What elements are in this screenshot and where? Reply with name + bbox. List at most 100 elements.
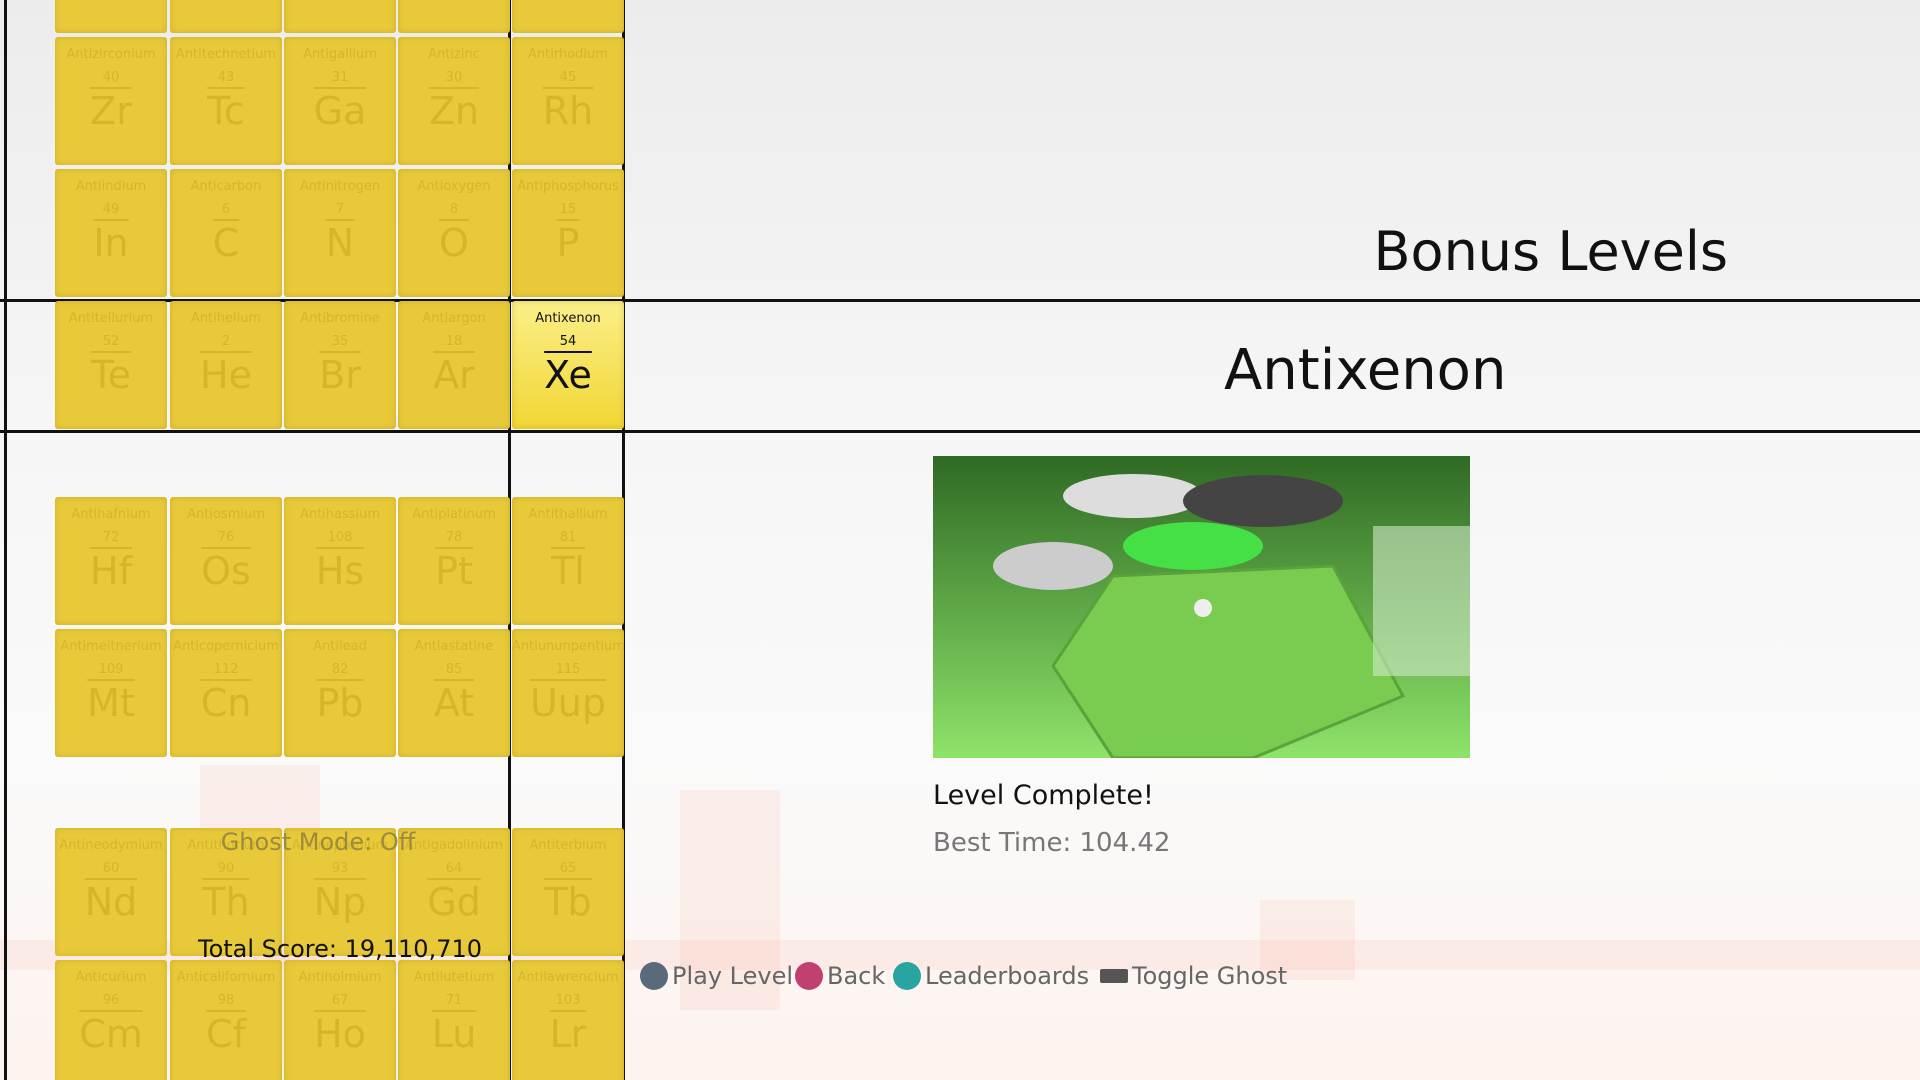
element-symbol: O bbox=[439, 221, 469, 265]
control-hint[interactable]: Toggle Ghost bbox=[1100, 962, 1287, 990]
level-status: Level Complete! bbox=[933, 780, 1154, 811]
element-symbol: Lu bbox=[431, 1012, 477, 1056]
element-symbol: Gd bbox=[427, 880, 481, 924]
element-tile[interactable]: Antigallium 31 Ga bbox=[284, 37, 396, 165]
element-tile[interactable]: Antihelium 2 He bbox=[170, 301, 282, 429]
element-name: Antizirconium bbox=[66, 47, 156, 62]
element-tile[interactable]: Antithallium 81 Tl bbox=[512, 497, 624, 625]
element-tile[interactable]: Anticurium 96 Cm bbox=[55, 960, 167, 1080]
element-number: 7 bbox=[335, 202, 345, 217]
element-tile[interactable]: Antihassium 108 Hs bbox=[284, 497, 396, 625]
divider bbox=[0, 299, 1920, 302]
element-number: 71 bbox=[445, 993, 463, 1008]
element-tile[interactable]: Antixenon 54 Xe bbox=[512, 301, 624, 429]
element-number: 93 bbox=[331, 861, 349, 876]
menu-title: Bonus Levels bbox=[1373, 220, 1728, 283]
element-name: Antiplatinum bbox=[412, 507, 496, 522]
element-number: 35 bbox=[331, 334, 349, 349]
element-tile[interactable]: Antiholmium 67 Ho bbox=[284, 960, 396, 1080]
element-tile[interactable]: Antiphosphorus 15 P bbox=[512, 169, 624, 297]
element-number: 103 bbox=[555, 993, 581, 1008]
element-tile[interactable]: Antilutetium 71 Lu bbox=[398, 960, 510, 1080]
element-tile[interactable]: Antimeitnerium 109 Mt bbox=[55, 629, 167, 757]
element-number: 65 bbox=[559, 861, 577, 876]
element-number: 45 bbox=[559, 70, 577, 85]
element-tile[interactable]: Antibromine 35 Br bbox=[284, 301, 396, 429]
element-symbol: Uup bbox=[529, 681, 607, 725]
element-name: Antiholmium bbox=[298, 970, 382, 985]
element-number: 96 bbox=[102, 993, 120, 1008]
element-symbol: Cm bbox=[79, 1012, 143, 1056]
control-label: Back bbox=[827, 962, 886, 990]
element-tile[interactable]: Antiastatine 85 At bbox=[398, 629, 510, 757]
element-tile[interactable]: Antiterbium 65 Tb bbox=[512, 828, 624, 956]
element-symbol: Tl bbox=[551, 549, 585, 593]
element-name: Antitechnetium bbox=[175, 47, 277, 62]
element-number: 76 bbox=[217, 530, 235, 545]
element-symbol: Ho bbox=[314, 1012, 366, 1056]
element-tile[interactable]: Antiargon 18 Ar bbox=[398, 301, 510, 429]
element-tile[interactable]: Antinitrogen 7 N bbox=[284, 169, 396, 297]
element-name: Anticopernicium bbox=[173, 639, 279, 654]
element-symbol: Xe bbox=[544, 353, 592, 397]
element-tile[interactable]: Antiindium 49 In bbox=[55, 169, 167, 297]
element-tile[interactable]: Antithorium 90 Th bbox=[170, 828, 282, 956]
element-symbol: Br bbox=[319, 353, 361, 397]
element-tile[interactable]: Antizirconium 40 Zr bbox=[55, 37, 167, 165]
element-symbol: P bbox=[556, 221, 580, 265]
element-number: 54 bbox=[559, 334, 577, 349]
element-tile[interactable]: Antilawrencium 103 Lr bbox=[512, 960, 624, 1080]
element-name: Antiindium bbox=[75, 179, 147, 194]
button-icon bbox=[795, 962, 823, 990]
element-tile[interactable]: Antiununpentium 115 Uup bbox=[512, 629, 624, 757]
element-tile[interactable]: Antihafnium 72 Hf bbox=[55, 497, 167, 625]
deco bbox=[680, 790, 780, 1010]
element-number: 67 bbox=[331, 993, 349, 1008]
element-symbol: C bbox=[212, 221, 240, 265]
element-tile[interactable]: Antineptunium 93 Np bbox=[284, 828, 396, 956]
element-tile[interactable]: Antirhodium 45 Rh bbox=[512, 37, 624, 165]
element-symbol: Pt bbox=[435, 549, 473, 593]
level-preview bbox=[933, 456, 1470, 758]
control-label: Play Level bbox=[672, 962, 794, 990]
element-tile[interactable]: Anticalifornium 98 Cf bbox=[170, 960, 282, 1080]
element-tile[interactable]: Antioxygen 8 O bbox=[398, 169, 510, 297]
deco bbox=[1260, 900, 1355, 980]
element-tile[interactable]: Antizinc 30 Zn bbox=[398, 37, 510, 165]
divider bbox=[4, 0, 7, 1080]
control-hint[interactable]: Back bbox=[795, 962, 885, 990]
element-tile[interactable]: Anticarbon 6 C bbox=[170, 169, 282, 297]
element-tile[interactable]: Antitellurium 52 Te bbox=[55, 301, 167, 429]
element-number: 85 bbox=[445, 662, 463, 677]
element-tile[interactable]: Antiplatinum 78 Pt bbox=[398, 497, 510, 625]
level-name: Antixenon bbox=[1224, 338, 1507, 403]
element-number: 2 bbox=[221, 334, 231, 349]
element-tile[interactable]: Antilead 82 Pb bbox=[284, 629, 396, 757]
element-name: Antigadolinium bbox=[404, 838, 504, 853]
control-hint[interactable]: Play Level bbox=[640, 962, 793, 990]
element-tile[interactable]: Anticopernicium 112 Cn bbox=[170, 629, 282, 757]
element-number: 98 bbox=[217, 993, 235, 1008]
element-name: Antirhodium bbox=[528, 47, 608, 62]
element-tile[interactable]: Antineodymium 60 Nd bbox=[55, 828, 167, 956]
element-tile[interactable]: Antigadolinium 64 Gd bbox=[398, 828, 510, 956]
tile bbox=[170, 0, 282, 33]
divider bbox=[0, 430, 1920, 433]
element-name: Anticarbon bbox=[190, 179, 262, 194]
element-name: Antitellurium bbox=[68, 311, 154, 326]
element-symbol: Mt bbox=[87, 681, 135, 725]
element-symbol: Ga bbox=[313, 89, 367, 133]
element-number: 64 bbox=[445, 861, 463, 876]
element-name: Antiphosphorus bbox=[517, 179, 619, 194]
tile bbox=[512, 0, 624, 33]
button-icon bbox=[1100, 969, 1128, 983]
element-number: 115 bbox=[555, 662, 581, 677]
element-number: 60 bbox=[102, 861, 120, 876]
element-tile[interactable]: Antitechnetium 43 Tc bbox=[170, 37, 282, 165]
element-tile[interactable]: Antiosmium 76 Os bbox=[170, 497, 282, 625]
element-symbol: Pb bbox=[316, 681, 364, 725]
control-label: Leaderboards bbox=[925, 962, 1090, 990]
element-number: 109 bbox=[98, 662, 124, 677]
control-hint[interactable]: Leaderboards bbox=[893, 962, 1089, 990]
element-name: Antihafnium bbox=[71, 507, 151, 522]
